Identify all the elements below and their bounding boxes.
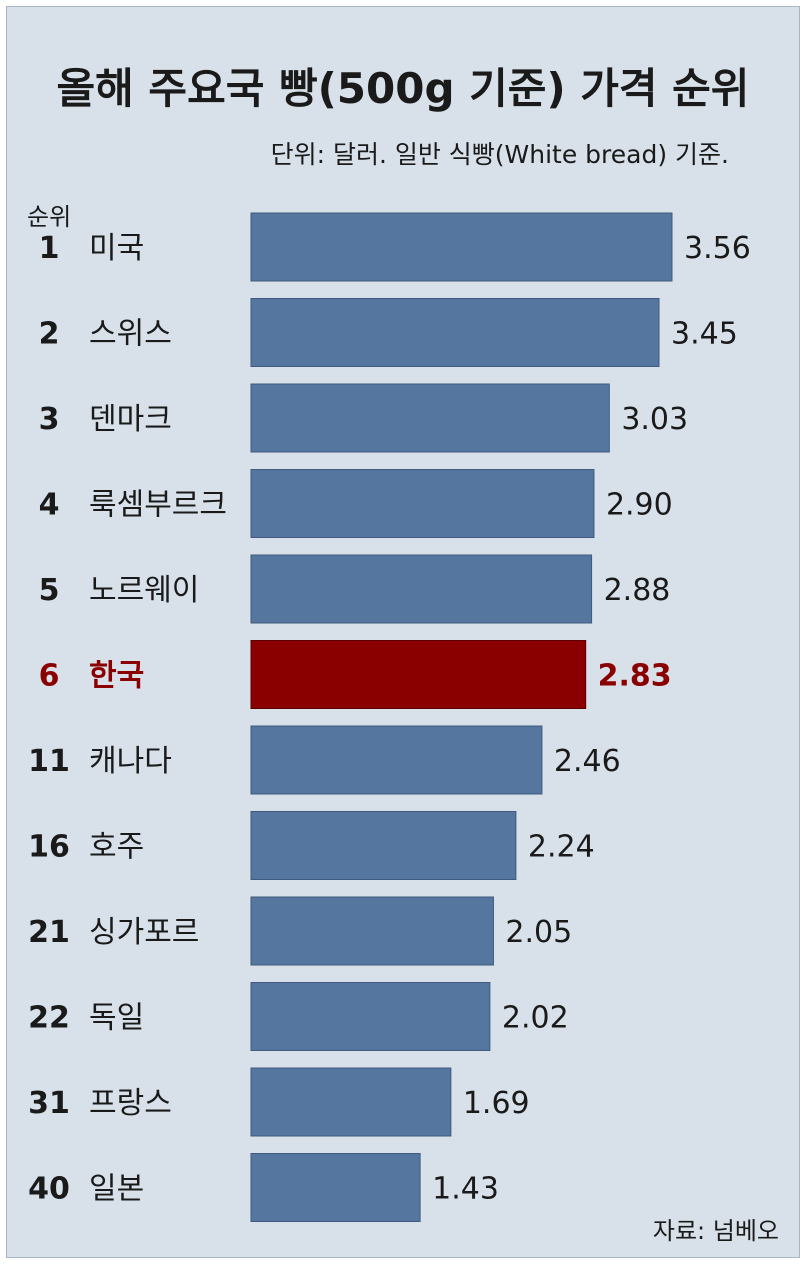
bar-highlight (250, 640, 587, 709)
rank-label: 31 (28, 1086, 70, 1121)
category-label: 독일 (89, 1001, 144, 1036)
value-label: 3.45 (671, 317, 738, 352)
category-label: 노르웨이 (89, 573, 199, 608)
rank-label: 5 (39, 573, 60, 608)
chart-title: 올해 주요국 빵(500g 기준) 가격 순위 (57, 64, 750, 113)
bar (250, 725, 543, 795)
value-label: 2.46 (554, 744, 621, 779)
value-label: 2.24 (528, 830, 595, 865)
category-label: 덴마크 (89, 402, 172, 437)
value-label: 2.02 (502, 1001, 569, 1036)
value-label: 1.69 (463, 1086, 530, 1121)
rank-label: 2 (39, 317, 60, 352)
source-note: 자료: 넘베오 (653, 1217, 779, 1245)
bar (250, 811, 517, 880)
category-label: 한국 (89, 659, 144, 694)
category-label: 미국 (89, 231, 144, 266)
rank-label: 21 (28, 915, 70, 950)
rank-label: 3 (39, 402, 60, 437)
bar (250, 212, 673, 282)
value-label: 2.05 (505, 915, 572, 950)
bar-rows: 1 미국 3.56 2 스위스 3.45 3 덴마크 3.03 4 룩셈부르크 2.90 5 노르웨이 2.… (28, 212, 751, 1222)
rank-label: 40 (28, 1172, 70, 1207)
category-label: 캐나다 (89, 744, 172, 779)
bar (250, 982, 491, 1051)
chart-subtitle: 단위: 달러. 일반 식빵(White bread) 기준. (271, 140, 729, 169)
rank-label: 22 (28, 1001, 70, 1036)
bar (250, 896, 494, 966)
bar-chart: 올해 주요국 빵(500g 기준) 가격 순위 단위: 달러. 일반 식빵(Wh… (27, 64, 779, 1245)
value-label: 3.56 (684, 231, 751, 266)
value-label: 1.43 (432, 1172, 499, 1207)
category-label: 프랑스 (89, 1086, 172, 1121)
bar (250, 469, 595, 538)
bar (250, 1153, 421, 1222)
category-label: 호주 (89, 830, 144, 865)
value-label: 2.90 (606, 488, 673, 523)
value-label: 3.03 (621, 402, 688, 437)
rank-label: 16 (28, 830, 70, 865)
rank-label: 6 (39, 659, 60, 694)
category-label: 스위스 (89, 317, 172, 352)
chart-card: 올해 주요국 빵(500g 기준) 가격 순위 단위: 달러. 일반 식빵(Wh… (6, 6, 800, 1258)
rank-label: 4 (39, 488, 60, 523)
category-label: 룩셈부르크 (89, 488, 227, 523)
value-label: 2.83 (598, 659, 672, 694)
bar (250, 1067, 452, 1137)
rank-column-header: 순위 (27, 203, 71, 231)
rank-label: 1 (39, 231, 60, 266)
category-label: 일본 (89, 1172, 144, 1207)
value-label: 2.88 (604, 573, 671, 608)
bar (250, 298, 660, 367)
category-label: 싱가포르 (89, 915, 199, 950)
bar (250, 383, 610, 453)
bar (250, 554, 593, 624)
rank-label: 11 (28, 744, 70, 779)
